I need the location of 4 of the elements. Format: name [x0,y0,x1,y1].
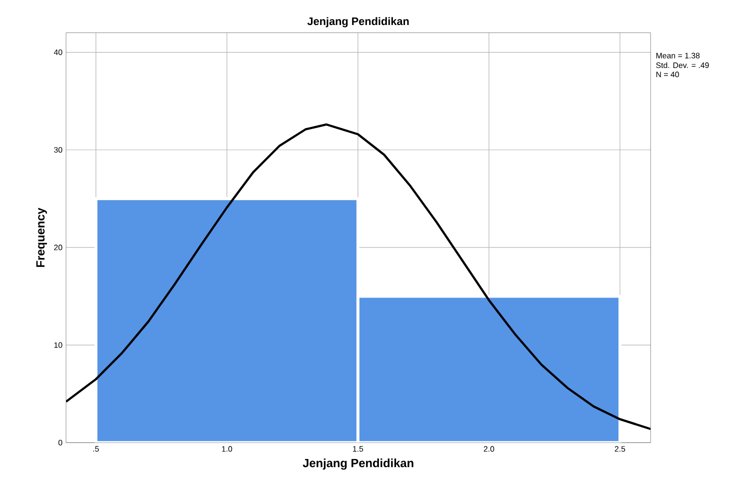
x-axis-title: Jenjang Pendidikan [302,458,414,470]
line-series [66,123,651,430]
chart-title: Jenjang Pendidikan [307,16,409,28]
y-axis-title: Frequency [36,208,47,267]
